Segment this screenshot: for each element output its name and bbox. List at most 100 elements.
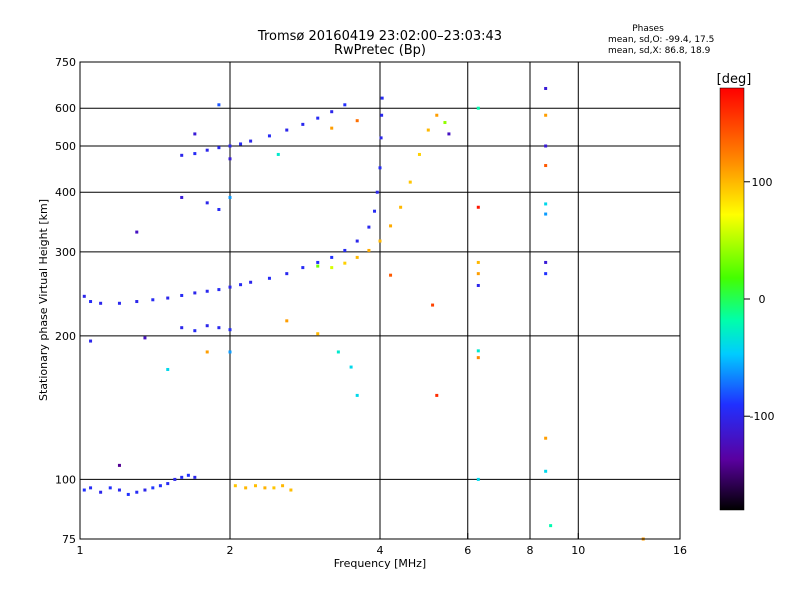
y-axis-label: Stationary phase Virtual Height [km] [37,199,50,401]
data-point [173,477,177,481]
grid [80,62,680,539]
data-point [355,119,359,123]
chart-subtitle: RwPretec (Bp) [334,43,426,58]
x-axis-ticks: 1 2 4 6 8 10 16 [77,533,687,557]
data-point [544,113,548,117]
phases-o-mode: mean, sd,O: -99.4, 17.5 [608,35,714,45]
data-point [126,492,130,496]
data-point [285,128,289,132]
data-point [380,113,384,117]
data-point [143,336,147,340]
y-tick-label: 400 [55,186,76,199]
data-point [82,294,86,298]
data-point [99,301,103,305]
data-point [180,195,184,199]
data-point [117,301,121,305]
data-point [272,486,276,490]
data-point [82,488,86,492]
colorbar-tick-label: -100 [750,410,775,423]
x-tick-label: 8 [527,544,534,557]
data-point [135,230,139,234]
data-point [228,195,232,199]
data-point [330,126,334,130]
data-point [476,477,480,481]
data-point [435,113,439,117]
colorbar-tick-label: 100 [752,176,773,189]
x-tick-label: 16 [673,544,687,557]
data-point [151,486,155,490]
data-point [253,484,257,488]
data-point [205,289,209,293]
data-point [330,255,334,259]
data-point [193,152,197,156]
data-point [389,273,393,277]
phases-box: Phases mean, sd,O: -99.4, 17.5 mean, sd,… [608,24,714,56]
data-point [233,484,237,488]
data-point [285,272,289,276]
data-point [285,319,289,323]
colorbar-ticks: 100 0 -100 [744,176,774,423]
data-point [435,393,439,397]
phases-heading: Phases [632,24,664,34]
data-point [355,255,359,259]
phases-x-mode: mean, sd,X: 86.8, 18.9 [608,46,711,56]
data-point [244,486,248,490]
data-point [476,356,480,360]
data-point [267,276,271,280]
y-tick-label: 100 [55,473,76,486]
colorbar-gradient [719,87,745,511]
data-point [373,209,377,213]
data-point [276,152,280,156]
data-point [89,300,93,304]
y-tick-label: 600 [55,102,76,115]
data-point [193,329,197,333]
data-point [380,96,384,100]
y-tick-label: 500 [55,140,76,153]
data-point [367,225,371,229]
data-point [544,144,548,148]
data-point [151,298,155,302]
data-point [549,524,553,528]
chart-title: Tromsø 20160419 23:02:00–23:03:43 [257,29,502,44]
data-point [228,285,232,289]
data-point [379,136,383,140]
data-point [180,293,184,297]
data-point [143,488,147,492]
data-point [544,469,548,473]
data-point [217,146,221,150]
x-tick-label: 4 [377,544,384,557]
data-point [267,134,271,138]
data-point [375,190,379,194]
data-point [544,272,548,276]
data-point [330,110,334,114]
data-point [193,475,197,479]
data-point [343,248,347,252]
data-point [343,103,347,107]
data-point [544,202,548,206]
data-point [336,350,340,354]
data-point [186,473,190,477]
data-point [117,463,121,467]
data-point [399,205,403,209]
colorbar-label: [deg] [717,72,752,87]
data-point [217,207,221,211]
data-point [316,260,320,264]
data-point [205,201,209,205]
data-point [217,288,221,292]
data-point [289,488,293,492]
data-point [476,260,480,264]
x-tick-label: 1 [77,544,84,557]
data-point [476,106,480,110]
y-axis-ticks: 75 100 200 300 400 500 600 750 [55,56,76,546]
y-tick-label: 200 [55,330,76,343]
data-point [180,475,184,479]
data-point [166,482,170,486]
x-tick-label: 2 [227,544,234,557]
colorbar: [deg] 100 0 -100 [717,72,774,511]
data-point [447,132,451,136]
data-point [239,142,243,146]
data-point [205,324,209,328]
data-point [108,486,112,490]
data-point [239,283,243,287]
